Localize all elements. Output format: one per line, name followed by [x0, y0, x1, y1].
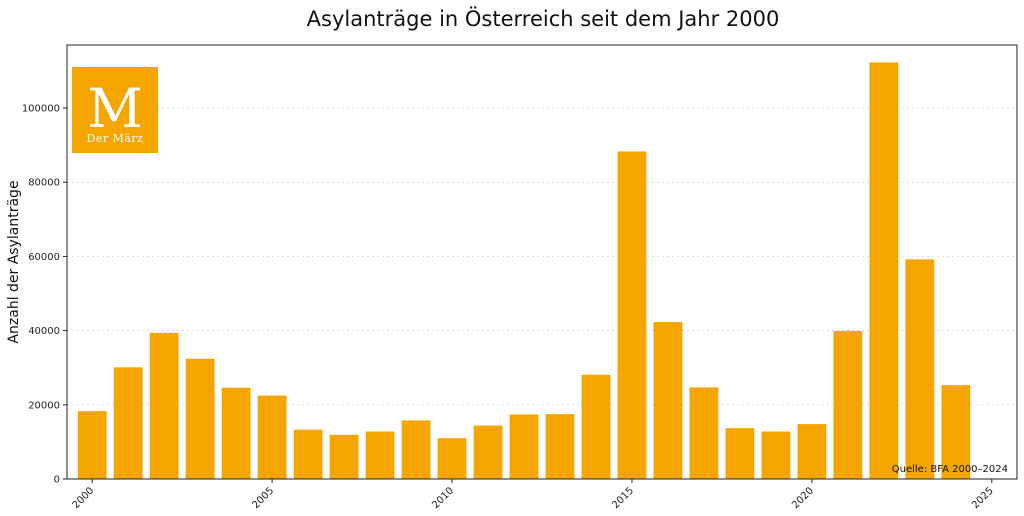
bar-2006: [293, 429, 323, 479]
bar-2008: [365, 431, 395, 479]
bar-2020: [797, 424, 827, 479]
x-tick-label: 2015: [610, 485, 636, 511]
x-tick-label: 2010: [430, 485, 456, 511]
x-tick-label: 2005: [250, 485, 276, 511]
plot-frame: [66, 44, 1018, 480]
bar-2004: [221, 387, 251, 479]
bar-2017: [689, 387, 719, 479]
logo-text: Der März: [87, 132, 144, 145]
x-tick-label: 2000: [71, 485, 97, 511]
bar-2022: [869, 62, 899, 479]
y-tick-label: 60000: [28, 252, 60, 263]
bar-2018: [725, 428, 755, 479]
bar-2023: [905, 259, 935, 479]
bar-2024: [941, 385, 971, 479]
bar-2019: [761, 431, 791, 479]
bar-2013: [545, 414, 575, 479]
x-ticks: 2000 2005 2010 2015 2020 2025: [71, 479, 996, 511]
bar-2001: [113, 367, 143, 479]
y-ticks: 0 20000 40000 60000 80000 100000: [22, 104, 67, 486]
bars: [77, 62, 971, 479]
bar-2015: [617, 151, 647, 479]
logo-background: [72, 67, 158, 153]
y-tick-label: 80000: [28, 178, 60, 189]
x-tick-label: 2020: [790, 485, 816, 511]
y-tick-label: 20000: [28, 400, 60, 411]
y-tick-label: 0: [54, 475, 60, 486]
bar-2016: [653, 322, 683, 479]
chart-title: Asylanträge in Österreich seit dem Jahr …: [307, 6, 780, 31]
bar-2009: [401, 420, 431, 479]
bar-2014: [581, 374, 611, 479]
bar-2005: [257, 395, 287, 479]
bar-2010: [437, 438, 467, 479]
y-axis-label: Anzahl der Asylanträge: [6, 180, 22, 343]
bar-2002: [149, 332, 179, 479]
bar-2000: [77, 411, 107, 479]
logo-letter: M: [87, 77, 142, 140]
bar-2011: [473, 425, 503, 479]
bar-2012: [509, 414, 539, 479]
bar-2003: [185, 358, 215, 479]
bar-2021: [833, 330, 863, 479]
y-tick-label: 100000: [22, 104, 60, 115]
bar-2007: [329, 434, 359, 479]
y-tick-label: 40000: [28, 326, 60, 337]
x-tick-label: 2025: [970, 485, 996, 511]
logo: M Der März: [72, 67, 158, 153]
source-annotation: Quelle: BFA 2000–2024: [892, 464, 1008, 475]
